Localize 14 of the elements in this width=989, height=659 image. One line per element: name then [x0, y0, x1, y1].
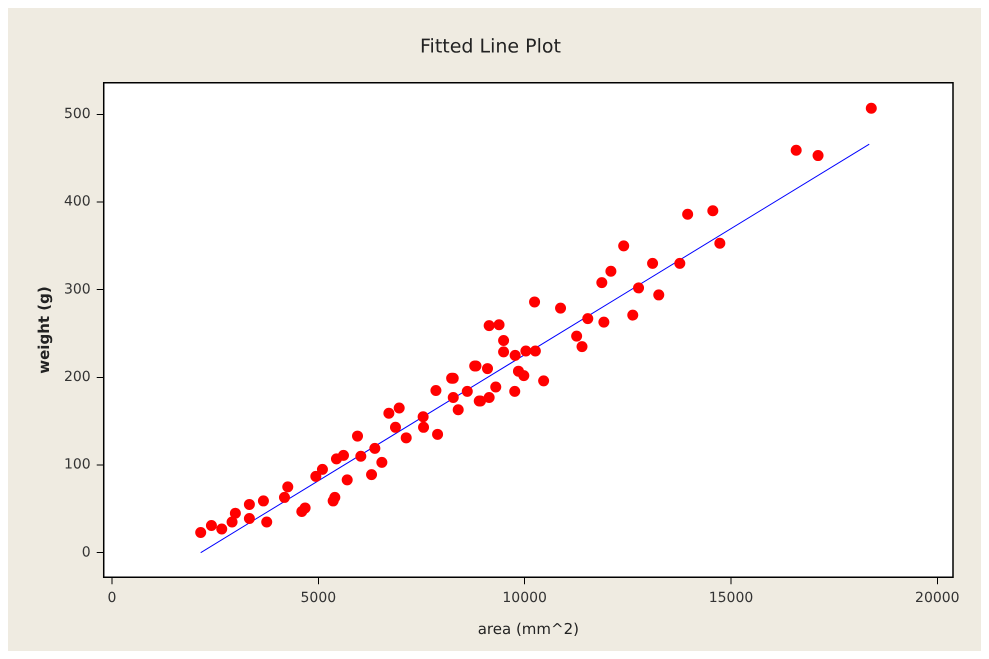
x-axis-title: area (mm^2) — [478, 620, 579, 638]
x-tick-label: 20000 — [915, 590, 960, 606]
y-tick-label: 100 — [64, 456, 91, 473]
y-tick-label: 300 — [64, 281, 91, 298]
y-tick-label: 400 — [64, 194, 91, 210]
y-tick-label: 200 — [64, 368, 91, 385]
x-tick-label: 5000 — [300, 590, 336, 606]
chart-title: Fitted Line Plot — [420, 35, 561, 58]
x-tick-label: 10000 — [502, 590, 547, 606]
x-tick-label: 0 — [108, 590, 116, 606]
x-tick-label: 15000 — [708, 590, 754, 606]
y-tick-label: 500 — [64, 106, 91, 122]
y-axis-title: weight (g) — [34, 286, 53, 374]
y-tick-label: 0 — [82, 544, 91, 560]
